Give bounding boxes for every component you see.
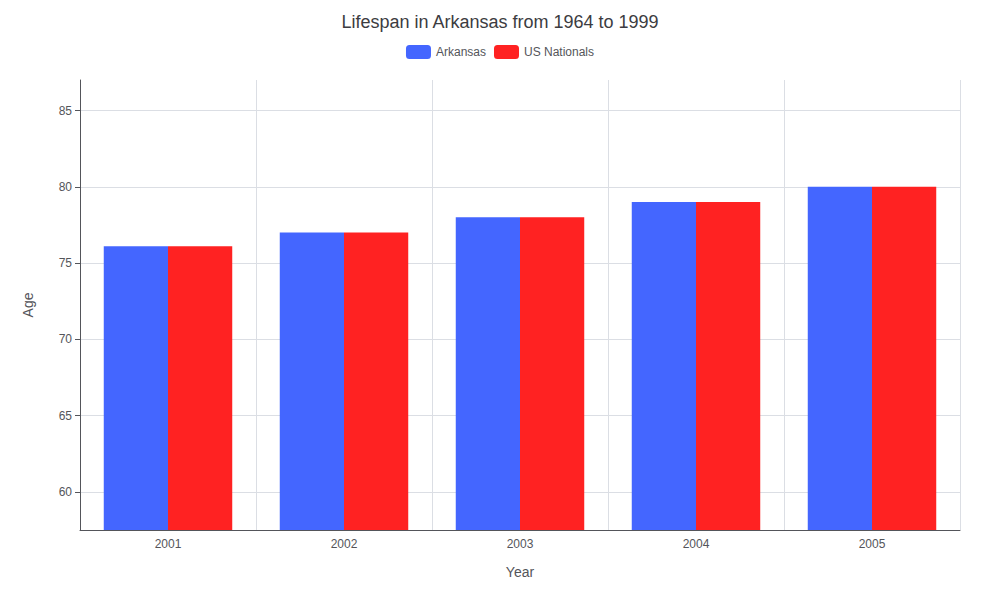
svg-text:2002: 2002 [331,537,358,551]
svg-text:65: 65 [59,409,73,423]
svg-text:85: 85 [59,104,73,118]
svg-text:Arkansas: Arkansas [436,45,486,59]
svg-text:2003: 2003 [507,537,534,551]
svg-text:US Nationals: US Nationals [524,45,594,59]
svg-text:80: 80 [59,180,73,194]
svg-text:70: 70 [59,332,73,346]
svg-text:2004: 2004 [683,537,710,551]
svg-text:2005: 2005 [859,537,886,551]
svg-text:75: 75 [59,256,73,270]
svg-text:Age: Age [20,292,36,317]
svg-text:60: 60 [59,485,73,499]
svg-text:Lifespan in Arkansas from 1964: Lifespan in Arkansas from 1964 to 1999 [341,12,658,32]
svg-text:Year: Year [506,564,535,580]
svg-text:2001: 2001 [155,537,182,551]
